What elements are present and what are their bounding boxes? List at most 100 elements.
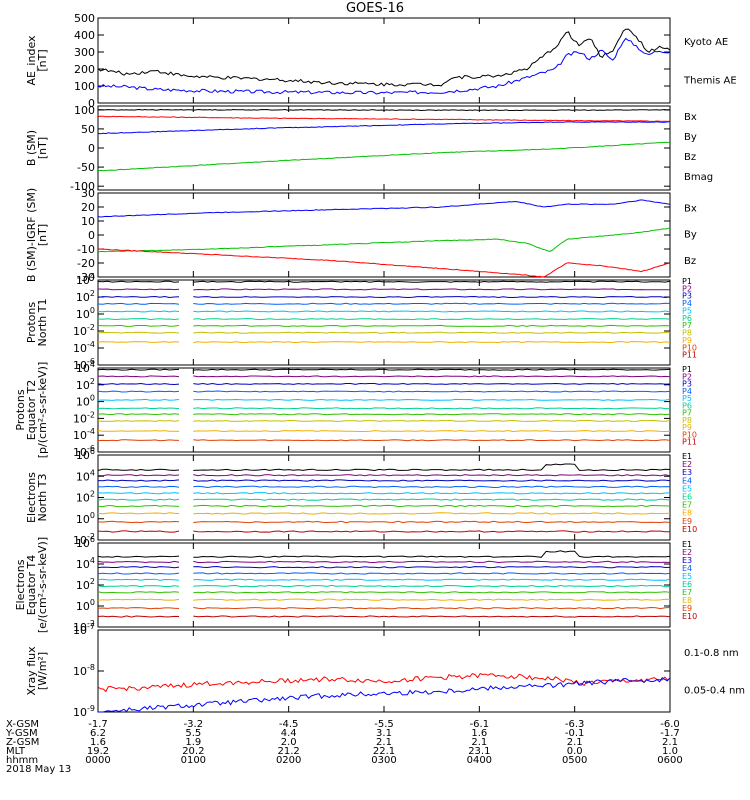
y-tick-label: 0 [88,142,95,155]
series-line-By [97,227,671,253]
legend-entry: P4 [682,387,692,396]
legend-entry: Bz [684,256,696,267]
y-axis-label: Xray flux [25,646,38,696]
x-tick-value: 1.6 [471,728,487,739]
legend-entry: P10 [682,430,697,439]
channel-line-E2 [193,474,671,477]
legend-entry: P10 [682,343,697,352]
x-tick-value: 6.2 [90,728,106,739]
y-axis-label: [W/m²] [36,652,49,690]
y-tick-label: 100 [76,511,95,526]
x-row-label: Z-GSM [6,737,39,748]
legend-entry: E4 [682,476,692,485]
x-tick-value: -0.1 [565,728,585,739]
legend-entry: By [684,230,697,241]
channel-line-E5 [97,578,180,581]
y-tick-label: 10-6 [73,357,95,372]
channel-line-E5 [193,578,671,581]
y-axis-label: [p/(cm²-s-sr-keV)] [36,362,49,459]
channel-line-P5 [97,398,180,401]
channel-line-P4 [97,390,180,393]
channel-line-P7 [193,413,671,416]
data-gap [180,281,193,364]
x-tick-value: -6.1 [470,719,490,730]
y-tick-label: 102 [76,577,95,592]
y-axis-label: Electrons [14,559,27,610]
legend-entry: By [684,132,697,143]
y-axis-label: Protons [25,302,38,343]
x-tick-value: 0100 [181,755,206,766]
legend-entry: E9 [682,604,692,613]
legend-entry: E3 [682,556,692,565]
channel-line-P8 [97,331,180,334]
y-tick-label: 102 [76,490,95,505]
channel-line-E2 [193,560,671,564]
channel-line-P9 [193,340,671,344]
y-tick-label: 10-4 [73,427,95,442]
channel-line-E3 [97,565,180,569]
x-tick-value: 0400 [467,755,492,766]
channel-line-E8 [97,598,180,601]
y-axis-label: B (SM)-IGRF (SM) [25,188,38,282]
legend-entry: E8 [682,596,692,605]
y-tick-label: 102 [76,377,95,392]
legend-entry: P4 [682,299,692,308]
channel-line-P3 [193,295,671,299]
channel-line-P9 [97,430,180,432]
channel-line-E4 [97,572,180,575]
y-tick-label: 10-2 [73,323,95,338]
legend-entry: Themis AE [683,76,737,87]
y-tick-label: 50 [81,123,95,136]
series-line-By [97,141,671,172]
channel-line-E10 [97,615,180,618]
y-tick-label: 100 [76,306,95,321]
channel-line-P8 [193,331,671,334]
legend-entry: P1 [682,277,692,286]
y-tick-label: -20 [77,257,95,270]
date-label: 2018 May 13 [6,764,71,775]
y-tick-label: 106 [76,447,95,462]
series-line-Bx [97,121,671,135]
y-axis-label: [nT] [36,224,49,246]
x-tick-value: 22.1 [373,746,395,757]
x-tick-value: 1.9 [185,737,201,748]
channel-line-P7 [97,413,180,416]
legend-entry: P9 [682,336,692,345]
channel-line-E8 [97,512,180,515]
legend-entry: E2 [682,460,692,469]
x-tick-value: -6.3 [565,719,585,730]
channel-line-E9 [97,607,180,610]
chart-title: GOES-16 [345,1,404,16]
legend-entry: P3 [682,380,692,389]
x-row-label: hhmm [6,755,38,766]
legend-entry: P8 [682,416,692,425]
x-tick-value: 4.4 [281,728,297,739]
channel-line-P1 [193,280,671,283]
x-tick-value: 0300 [371,755,396,766]
y-tick-label: -50 [77,161,95,174]
x-row-label: X-GSM [6,719,39,730]
channel-line-E6 [97,498,180,501]
channel-line-P1 [193,368,671,371]
y-tick-label: 200 [74,63,95,76]
channel-line-E3 [97,479,180,482]
series-line-Kyoto AE [97,37,671,95]
y-axis-label: [nT] [36,137,49,159]
channel-line-E5 [193,492,671,495]
channel-line-E9 [193,606,671,610]
x-tick-value: 5.5 [185,728,201,739]
legend-entry: E10 [682,612,697,621]
channel-line-P6 [97,407,180,410]
legend-entry: E1 [682,540,692,549]
legend-entry: Bx [684,112,697,123]
legend-entry: P11 [682,351,697,360]
legend-entry: E9 [682,517,692,526]
channel-line-P8 [97,419,180,422]
channel-line-P3 [193,382,671,385]
x-tick-value: 3.1 [376,728,392,739]
legend-entry: P5 [682,394,692,403]
y-axis-label: Protons [14,389,27,430]
channel-line-P7 [193,324,671,327]
